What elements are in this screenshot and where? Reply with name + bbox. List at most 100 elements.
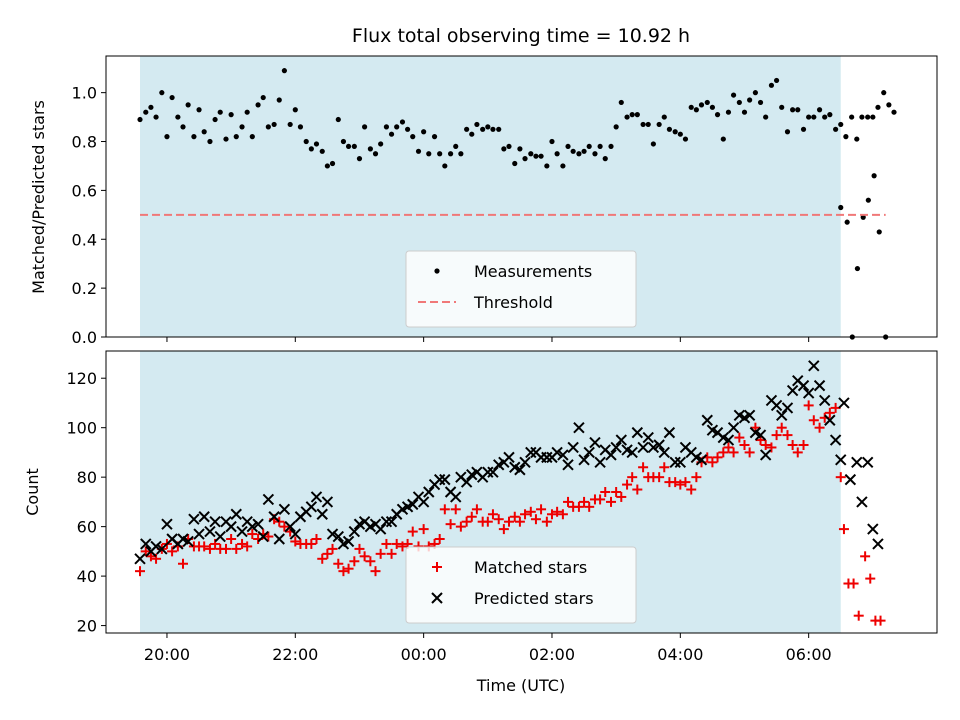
predicted-star-point [567,441,579,454]
predicted-star-point [525,446,537,459]
measurement-point [153,114,159,120]
matched-star-point [333,558,344,569]
measurement-point [185,102,191,108]
predicted-star-point [342,535,355,548]
predicted-star-point [134,553,146,565]
measurement-point [474,121,480,128]
measurement-point [876,229,882,235]
measurement-point [822,114,828,120]
measurement-point [351,143,357,150]
predicted-star-point [289,528,302,540]
predicted-star-point [541,451,553,464]
measurement-point [356,156,363,162]
measurement-point [239,124,245,130]
measurement-point [608,143,614,150]
predicted-star-point [182,535,194,548]
y-tick-label: 0.6 [72,181,97,200]
matched-star-point [691,472,702,483]
predicted-star-point [257,530,269,543]
predicted-star-point [872,538,884,550]
measurement-point [383,124,390,130]
predicted-star-point [626,446,638,459]
predicted-star-point [802,387,815,399]
matched-star-point [622,479,633,490]
measurement-point [720,136,726,142]
matched-star-point [407,526,418,537]
predicted-star-point [188,513,200,525]
matched-star-point [848,578,859,589]
measurement-point [849,114,855,120]
measurement-point [656,121,662,128]
matched-star-point [381,538,392,549]
measurement-point [790,107,796,113]
measurement-point [560,163,566,169]
matched-star-point [803,400,814,411]
matched-star-point [279,521,290,532]
measurement-point [704,99,710,106]
matched-star-point [718,447,729,458]
predicted-star-point [759,449,772,461]
predicted-star-point [326,528,339,540]
matched-star-point [675,479,686,490]
measurement-point [592,151,598,157]
matched-star-point [573,501,584,512]
measurement-point [522,156,528,162]
matched-star-point [771,430,782,441]
y-tick-label: 20 [77,617,97,636]
measurement-point [485,124,491,130]
matched-star-point [659,462,670,473]
measurement-point [891,109,897,115]
matched-star-point [723,442,734,453]
measurement-point [570,148,576,154]
matched-star-point [584,501,595,512]
legend-entry: Predicted stars [431,589,594,608]
measurement-point [191,134,197,140]
predicted-star-point [209,515,221,528]
predicted-star-point [658,446,670,459]
measurement-point [399,119,406,125]
predicted-star-point [433,473,446,486]
matched-star-point [135,566,146,577]
matched-star-point [311,534,322,544]
measurement-point [881,90,887,96]
matched-star-point [365,556,376,567]
x-tick-label: 22:00 [272,645,318,664]
count-panel: 20 40 60 80 100 120 20:00 22:00 00:00 02:00 04:00… [23,350,938,695]
ratio-legend: Measurements Threshold [405,250,637,328]
measurement-point [565,143,571,150]
measurement-point [838,121,844,128]
measurement-point [533,153,539,159]
measurement-point [362,124,368,130]
measurement-point [228,112,234,118]
measurement-point [844,219,850,225]
predicted-star-point [589,436,601,449]
measurement-point [506,143,512,150]
predicted-star-point [246,520,259,533]
measurement-point [629,112,635,118]
measurement-point [469,131,475,137]
measurement-point [276,97,282,103]
predicted-star-point [273,533,285,545]
predicted-star-point [503,451,515,464]
matched-star-point [616,491,627,502]
measurement-point [340,138,347,145]
measurement-point [175,114,181,120]
predicted-star-point [824,414,836,426]
predicted-star-point [380,515,393,528]
measurement-point [329,160,336,167]
matched-star-point [525,506,536,517]
predicted-star-point [835,454,847,466]
measurement-point [768,82,775,88]
matched-star-point [814,422,825,433]
predicted-star-point [514,464,526,476]
count-panel-frame [105,350,938,634]
legend-label: Predicted stars [474,589,594,608]
matched-star-point [798,440,809,450]
matched-star-point [242,541,253,552]
measurement-point [730,92,737,98]
ratio-panel: 0.0 0.2 0.4 0.6 0.8 1.0 Matched/Predicted sta… [29,55,938,347]
matched-star-point [860,551,871,562]
predicted-star-point [583,446,595,459]
matched-star-point [579,496,590,507]
